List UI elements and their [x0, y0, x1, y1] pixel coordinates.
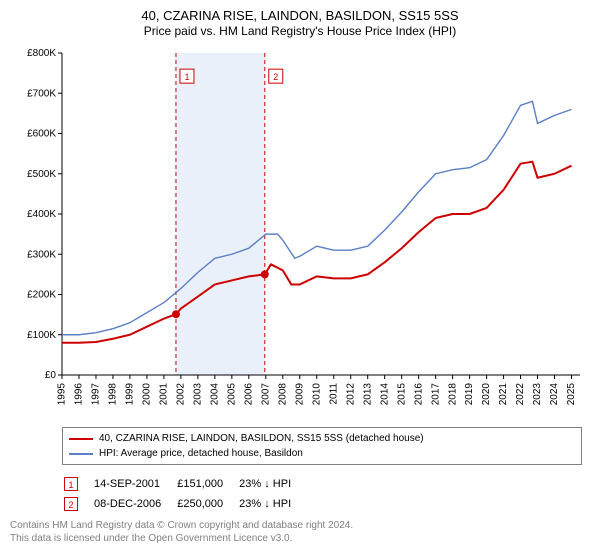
svg-text:2018: 2018	[447, 383, 458, 406]
svg-text:£500K: £500K	[27, 169, 56, 180]
svg-text:£100K: £100K	[27, 330, 56, 341]
svg-text:1996: 1996	[74, 383, 85, 406]
svg-text:2002: 2002	[176, 383, 187, 406]
footer-line2: This data is licensed under the Open Gov…	[10, 532, 590, 545]
event-date: 08-DEC-2006	[94, 495, 175, 513]
legend: 40, CZARINA RISE, LAINDON, BASILDON, SS1…	[62, 427, 582, 465]
chart-title-block: 40, CZARINA RISE, LAINDON, BASILDON, SS1…	[10, 8, 590, 39]
legend-label: 40, CZARINA RISE, LAINDON, BASILDON, SS1…	[99, 431, 424, 446]
svg-text:2013: 2013	[362, 383, 373, 406]
event-row: 2 08-DEC-2006£250,00023% ↓ HPI	[64, 495, 305, 513]
svg-text:2025: 2025	[566, 383, 577, 406]
svg-text:2010: 2010	[311, 383, 322, 406]
svg-text:1: 1	[184, 72, 189, 82]
svg-text:2014: 2014	[379, 383, 390, 406]
svg-text:2012: 2012	[345, 383, 356, 406]
svg-text:2008: 2008	[277, 383, 288, 406]
svg-text:2000: 2000	[142, 383, 153, 406]
event-pct: 23% ↓ HPI	[239, 475, 305, 493]
title-line1: 40, CZARINA RISE, LAINDON, BASILDON, SS1…	[10, 8, 590, 24]
svg-text:2004: 2004	[209, 383, 220, 406]
event-date: 14-SEP-2001	[94, 475, 175, 493]
event-row: 1 14-SEP-2001£151,00023% ↓ HPI	[64, 475, 305, 493]
svg-text:1998: 1998	[108, 383, 119, 406]
svg-text:2: 2	[273, 72, 278, 82]
legend-item: HPI: Average price, detached house, Basi…	[69, 446, 575, 461]
legend-label: HPI: Average price, detached house, Basi…	[99, 446, 303, 461]
svg-text:2007: 2007	[260, 383, 271, 406]
svg-text:£700K: £700K	[27, 89, 56, 100]
svg-text:£400K: £400K	[27, 209, 56, 220]
event-price: £250,000	[177, 495, 237, 513]
svg-text:2015: 2015	[396, 383, 407, 406]
svg-text:2005: 2005	[226, 383, 237, 406]
svg-text:2020: 2020	[481, 383, 492, 406]
title-line2: Price paid vs. HM Land Registry's House …	[10, 24, 590, 39]
svg-text:2009: 2009	[294, 383, 305, 406]
event-pct: 23% ↓ HPI	[239, 495, 305, 513]
legend-swatch	[69, 453, 93, 455]
svg-text:2023: 2023	[532, 383, 543, 406]
svg-text:2019: 2019	[464, 383, 475, 406]
legend-swatch	[69, 438, 93, 440]
event-tag: 2	[64, 497, 78, 511]
svg-text:2021: 2021	[498, 383, 509, 406]
svg-text:2017: 2017	[430, 383, 441, 406]
svg-text:2016: 2016	[413, 383, 424, 406]
svg-text:2024: 2024	[549, 383, 560, 406]
svg-text:1997: 1997	[91, 383, 102, 406]
svg-text:£300K: £300K	[27, 250, 56, 261]
svg-text:2001: 2001	[159, 383, 170, 406]
footer: Contains HM Land Registry data © Crown c…	[10, 519, 590, 545]
event-price: £151,000	[177, 475, 237, 493]
event-tag: 1	[64, 477, 78, 491]
line-chart: £0 £100K £200K £300K £400K £500K £600K £700K £80…	[10, 45, 590, 425]
svg-text:£800K: £800K	[27, 48, 56, 59]
events-table: 1 14-SEP-2001£151,00023% ↓ HPI 2 08-DEC-200…	[62, 473, 307, 515]
svg-text:1999: 1999	[125, 383, 136, 406]
svg-text:£200K: £200K	[27, 290, 56, 301]
svg-text:2003: 2003	[193, 383, 204, 406]
footer-line1: Contains HM Land Registry data © Crown c…	[10, 519, 590, 532]
svg-text:£0: £0	[45, 370, 57, 381]
svg-text:2011: 2011	[328, 383, 339, 405]
svg-text:2006: 2006	[243, 383, 254, 406]
svg-text:1995: 1995	[57, 383, 68, 406]
legend-item: 40, CZARINA RISE, LAINDON, BASILDON, SS1…	[69, 431, 575, 446]
svg-text:2022: 2022	[515, 383, 526, 406]
svg-text:£600K: £600K	[27, 129, 56, 140]
chart-area: £0 £100K £200K £300K £400K £500K £600K £700K £80…	[10, 45, 590, 425]
